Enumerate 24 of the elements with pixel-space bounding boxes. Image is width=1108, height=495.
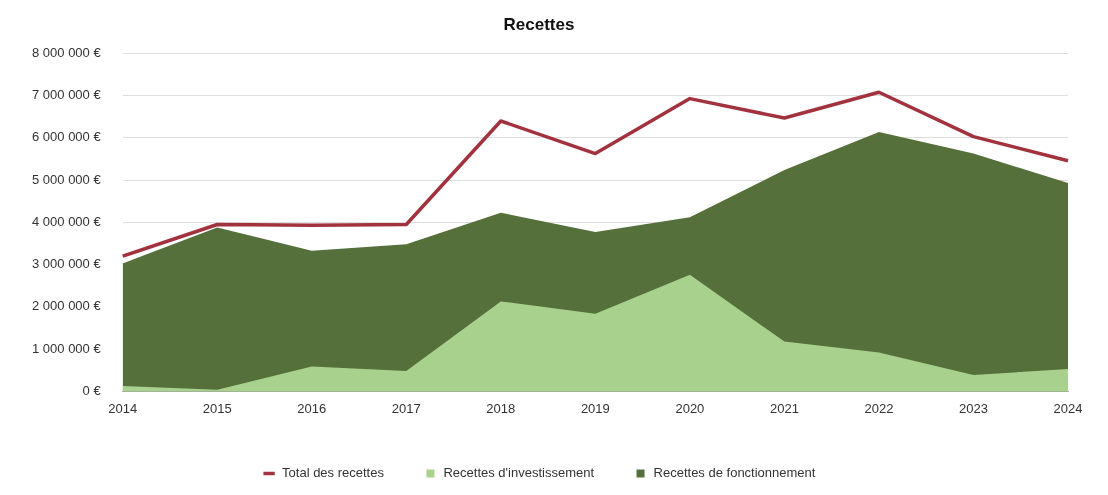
chart-title: Recettes <box>503 14 575 34</box>
x-tick-label: 2020 <box>675 400 705 416</box>
y-tick-label: 4 000 000 € <box>31 213 102 229</box>
x-tick-label: 2018 <box>486 400 516 416</box>
x-tick-label: 2016 <box>297 400 327 416</box>
x-tick-label: 2021 <box>769 400 799 416</box>
x-tick-label: 2024 <box>1053 400 1083 416</box>
x-tick-label: 2015 <box>202 400 232 416</box>
y-tick-label: 2 000 000 € <box>31 298 102 314</box>
y-tick-label: 1 000 000 € <box>31 340 102 356</box>
y-tick-label: 6 000 000 € <box>31 129 102 145</box>
x-tick-label: 2023 <box>959 400 988 416</box>
y-tick-label: 8 000 000 € <box>31 44 102 60</box>
x-tick-label: 2014 <box>108 400 138 416</box>
y-tick-label: 0 € <box>82 382 102 398</box>
y-tick-label: 7 000 000 € <box>31 87 102 103</box>
y-tick-label: 3 000 000 € <box>31 256 102 272</box>
y-tick-label: 5 000 000 € <box>31 171 102 187</box>
x-tick-label: 2022 <box>864 400 894 416</box>
x-tick-label: 2017 <box>391 400 421 416</box>
legend-label: Recettes de fonctionnement <box>653 465 816 481</box>
legend-label: Recettes d'investissement <box>443 465 595 481</box>
legend-label: Total des recettes <box>282 465 385 481</box>
x-tick-label: 2019 <box>580 400 610 416</box>
